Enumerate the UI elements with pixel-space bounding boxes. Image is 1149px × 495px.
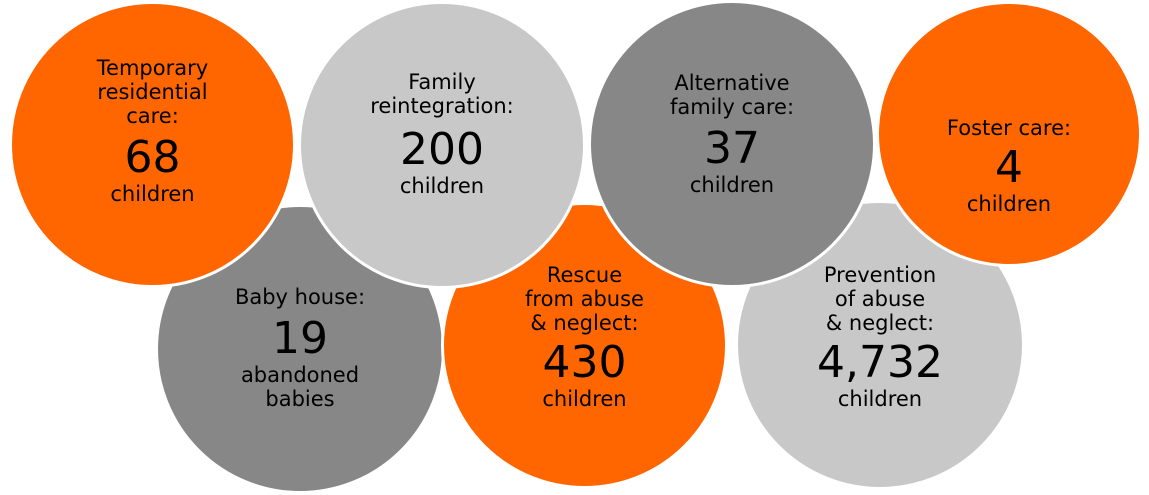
circle-unit: children xyxy=(689,173,775,197)
circle-number: 4,732 xyxy=(817,337,943,388)
circle-temporary-residential-care: Temporary residential care: 68 children xyxy=(9,1,296,288)
circle-number: 200 xyxy=(400,124,484,175)
circle-number: 430 xyxy=(542,337,627,388)
circle-number: 4 xyxy=(995,142,1023,193)
circle-foster-care: Foster care: 4 children xyxy=(876,1,1142,267)
circle-label: Foster care: xyxy=(946,116,1072,140)
circle-unit: children xyxy=(837,387,923,411)
circle-label: Baby house: xyxy=(234,285,366,309)
circle-unit: children xyxy=(110,182,195,206)
circle-label: Family reintegration: xyxy=(370,70,514,118)
circle-unit: children xyxy=(542,387,627,411)
circle-number: 37 xyxy=(704,123,760,174)
circle-unit: children xyxy=(399,174,485,198)
circle-number: 68 xyxy=(124,132,181,183)
circle-unit: abandoned babies xyxy=(240,363,360,411)
circle-family-reintegration: Family reintegration: 200 children xyxy=(298,1,586,289)
circle-label: Rescue from abuse & neglect: xyxy=(525,263,644,335)
circle-label: Prevention of abuse & neglect: xyxy=(823,263,937,335)
circle-number: 19 xyxy=(272,313,328,364)
circle-unit: children xyxy=(966,192,1052,216)
circle-alternative-family-care: Alternative family care: 37 children xyxy=(588,0,876,288)
circle-label: Alternative family care: xyxy=(669,71,795,119)
circle-label: Temporary residential care: xyxy=(96,56,209,128)
